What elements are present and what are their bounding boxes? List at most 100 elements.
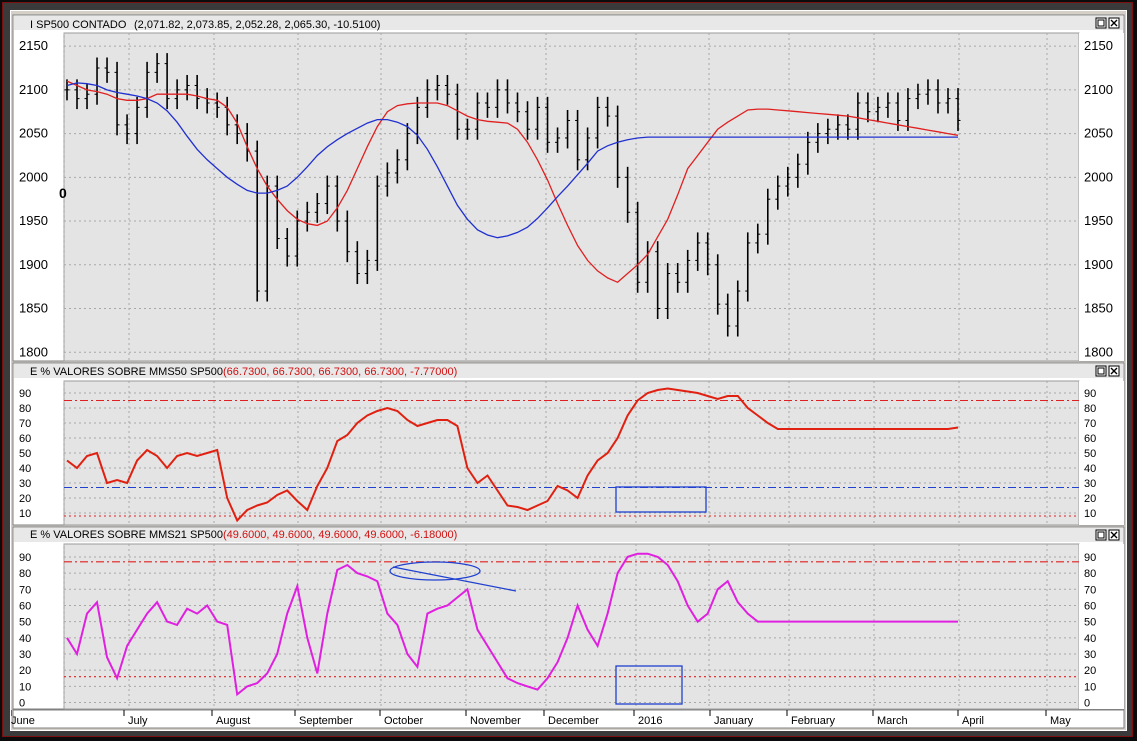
close-icon-x [1110, 531, 1118, 539]
y-tick-right: 70 [1084, 584, 1096, 596]
y-tick-right: 90 [1084, 388, 1096, 400]
price-panel-title: I SP500 CONTADO [30, 19, 127, 31]
close-icon-x [1110, 367, 1118, 375]
y-tick-left: 90 [19, 552, 31, 564]
panel-title-bar [14, 16, 1123, 30]
price-left-marker: 0 [59, 185, 67, 201]
y-tick-right: 50 [1084, 448, 1096, 460]
y-tick-left: 90 [19, 388, 31, 400]
y-tick-right: 1800 [1084, 344, 1113, 359]
y-tick-left: 30 [19, 649, 31, 661]
y-tick-right: 1950 [1084, 213, 1113, 228]
highlight-ellipse-mms21 [389, 561, 481, 581]
restore-icon[interactable] [1095, 365, 1107, 377]
y-tick-left: 2000 [19, 169, 48, 184]
y-tick-right: 90 [1084, 552, 1096, 564]
x-tick-label: April [962, 715, 984, 727]
panel-title-bar [14, 364, 1123, 378]
mms21-panel-values: (49.6000, 49.6000, 49.6000, 49.6000, -6.… [223, 529, 457, 541]
y-tick-right: 10 [1084, 508, 1096, 520]
breadth-series-line [66, 552, 958, 697]
panel-title-bar [14, 528, 1123, 542]
chart-window: 2150 2150 2100 2100 2050 2050 2000 2000 1950 1950… [10, 10, 1127, 731]
right-axis-strip [1079, 33, 1124, 361]
mms50-panel-values: (66.7300, 66.7300, 66.7300, 66.7300, -7.… [223, 366, 457, 378]
restore-icon-inner [1097, 19, 1105, 27]
restore-icon-inner [1097, 367, 1105, 375]
x-axis-strip [12, 709, 1125, 729]
right-axis-strip [1079, 544, 1124, 709]
close-icon-x [1110, 19, 1118, 27]
y-tick-left: 2150 [19, 38, 48, 53]
breadth-series-line [66, 387, 959, 523]
y-tick-left: 80 [19, 403, 31, 415]
y-tick-right: 50 [1084, 617, 1096, 629]
y-tick-left: 20 [19, 493, 31, 505]
plot-area [63, 32, 1080, 362]
x-tick-label: February [791, 715, 836, 727]
y-tick-right: 20 [1084, 493, 1096, 505]
y-tick-right: 30 [1084, 649, 1096, 661]
y-tick-right: 60 [1084, 433, 1096, 445]
right-axis-strip [1079, 381, 1124, 525]
x-tick-label: May [1050, 715, 1071, 727]
y-tick-right: 2000 [1084, 169, 1113, 184]
restore-icon[interactable] [1095, 529, 1107, 541]
y-tick-left: 1950 [19, 213, 48, 228]
y-tick-left: 70 [19, 418, 31, 430]
y-tick-right: 80 [1084, 403, 1096, 415]
y-tick-left: 1850 [19, 301, 48, 316]
y-tick-left: 40 [19, 633, 31, 645]
y-tick-left: 1900 [19, 257, 48, 272]
y-tick-left: 1800 [19, 344, 48, 359]
y-tick-left: 70 [19, 584, 31, 596]
annotations-layer [389, 486, 707, 705]
y-tick-right: 40 [1084, 633, 1096, 645]
y-tick-right: 30 [1084, 478, 1096, 490]
y-tick-left: 30 [19, 478, 31, 490]
x-tick-label: June [11, 715, 35, 727]
mms50-panel-title: E % VALORES SOBRE MMS50 SP500 [30, 366, 223, 378]
y-tick-left: 10 [19, 681, 31, 693]
y-tick-right: 1850 [1084, 301, 1113, 316]
trend-line-mms21 [392, 566, 517, 592]
y-tick-right: 10 [1084, 681, 1096, 693]
moving-average-fast [66, 80, 959, 284]
y-tick-left: 10 [19, 508, 31, 520]
highlight-box-mms50 [615, 486, 707, 513]
plot-area [63, 380, 1080, 526]
y-tick-left: 40 [19, 463, 31, 475]
y-tick-right: 2150 [1084, 38, 1113, 53]
y-tick-left: 2100 [19, 82, 48, 97]
moving-average-slow [66, 82, 958, 239]
x-tick-label: March [877, 715, 908, 727]
x-tick-label: November [470, 715, 521, 727]
y-tick-left: 60 [19, 433, 31, 445]
y-tick-right: 1900 [1084, 257, 1113, 272]
mms21-panel-title: E % VALORES SOBRE MMS21 SP500 [30, 529, 223, 541]
y-tick-left: 50 [19, 448, 31, 460]
highlight-box-mms21 [615, 665, 683, 705]
y-tick-right: 2050 [1084, 126, 1113, 141]
y-tick-right: 60 [1084, 600, 1096, 612]
restore-icon[interactable] [1095, 17, 1107, 29]
y-tick-left: 80 [19, 568, 31, 580]
price-panel-values: (2,071.82, 2,073.85, 2,052.28, 2,065.30,… [134, 19, 380, 31]
y-tick-left: 50 [19, 617, 31, 629]
x-tick-label: October [384, 715, 423, 727]
y-tick-right: 80 [1084, 568, 1096, 580]
y-tick-left: 60 [19, 600, 31, 612]
x-tick-label: August [216, 715, 250, 727]
y-tick-right: 40 [1084, 463, 1096, 475]
restore-icon-inner [1097, 531, 1105, 539]
x-tick-label: 2016 [638, 715, 662, 727]
y-tick-right: 0 [1084, 698, 1090, 710]
y-tick-left: 20 [19, 665, 31, 677]
y-tick-right: 2100 [1084, 82, 1113, 97]
x-tick-label: January [714, 715, 754, 727]
y-tick-right: 70 [1084, 418, 1096, 430]
x-tick-label: December [548, 715, 599, 727]
